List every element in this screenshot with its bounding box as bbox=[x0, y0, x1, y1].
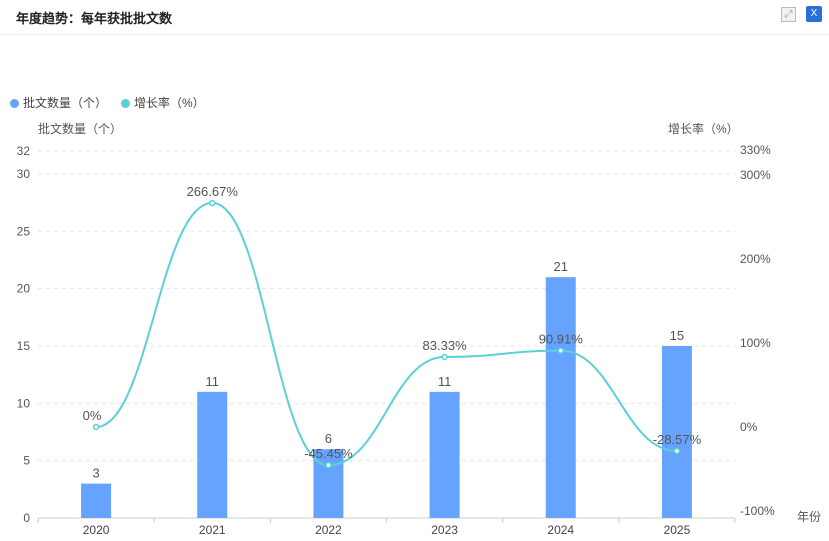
expand-icon[interactable]: ⤢ bbox=[781, 7, 796, 22]
y2-tick-label: 300% bbox=[740, 168, 771, 182]
bar bbox=[197, 391, 228, 518]
y2-axis-title: 增长率（%） bbox=[668, 121, 739, 136]
y2-tick-label: 0% bbox=[740, 420, 758, 434]
line-point bbox=[209, 199, 216, 207]
bar-label: 15 bbox=[670, 328, 684, 343]
legend-label: 批文数量（个） bbox=[23, 96, 108, 110]
line-point bbox=[92, 423, 100, 431]
bar bbox=[81, 483, 112, 518]
y-tick-label: 20 bbox=[17, 282, 31, 296]
chart-legend: 批文数量（个） 增长率（%） bbox=[10, 94, 205, 111]
x-tick-label: 2021 bbox=[199, 523, 226, 537]
legend-item-count[interactable]: 批文数量（个） bbox=[10, 94, 107, 111]
excel-export-icon[interactable]: X bbox=[806, 6, 822, 22]
y2-tick-label: -100% bbox=[740, 504, 775, 518]
y-axis-title: 批文数量（个） bbox=[38, 121, 122, 136]
line-label: 90.91% bbox=[539, 332, 584, 347]
line-point bbox=[441, 353, 448, 361]
x-tick-label: 2022 bbox=[315, 523, 342, 537]
bar bbox=[661, 345, 692, 518]
x-tick-label: 2025 bbox=[664, 523, 691, 537]
bar-label: 3 bbox=[92, 466, 99, 481]
line-point bbox=[557, 347, 564, 354]
y-tick-label: 32 bbox=[17, 144, 31, 158]
y-tick-label: 30 bbox=[17, 167, 31, 181]
legend-item-growth[interactable]: 增长率（%） bbox=[121, 94, 205, 111]
growth-line bbox=[96, 201, 677, 467]
y2-tick-label: 330% bbox=[740, 143, 771, 157]
legend-dot bbox=[10, 99, 19, 108]
panel-title: 年度趋势：每年获批批文数 bbox=[16, 11, 173, 26]
bar-label: 21 bbox=[554, 259, 568, 274]
bar-label: 6 bbox=[325, 431, 332, 446]
line-point bbox=[673, 447, 681, 455]
legend-label: 增长率（%） bbox=[134, 96, 205, 110]
line-label: -28.57% bbox=[653, 432, 702, 447]
line-point bbox=[325, 461, 332, 469]
legend-dot bbox=[121, 99, 131, 108]
x-axis-title: 年份 bbox=[797, 510, 821, 524]
line-label: 0% bbox=[83, 408, 102, 423]
y-tick-label: 15 bbox=[17, 339, 31, 353]
y-tick-label: 25 bbox=[17, 224, 31, 238]
y-tick-label: 10 bbox=[17, 396, 31, 410]
line-label: 266.67% bbox=[187, 184, 239, 199]
y-tick-label: 0 bbox=[23, 511, 30, 525]
line-label: -45.45% bbox=[304, 446, 353, 461]
bar-label: 11 bbox=[206, 374, 220, 389]
panel-header: 年度趋势：每年获批批文数 ⤢ X bbox=[0, 0, 829, 35]
x-tick-label: 2023 bbox=[431, 523, 458, 537]
x-tick-label: 2024 bbox=[547, 523, 574, 537]
bar bbox=[429, 391, 460, 518]
x-tick-label: 2020 bbox=[83, 523, 110, 537]
y2-tick-label: 100% bbox=[740, 336, 771, 350]
y2-tick-label: 200% bbox=[740, 252, 771, 266]
line-label: 83.33% bbox=[423, 338, 468, 353]
bar bbox=[545, 277, 576, 518]
bar-label: 11 bbox=[438, 374, 452, 389]
y-tick-label: 5 bbox=[23, 454, 30, 468]
